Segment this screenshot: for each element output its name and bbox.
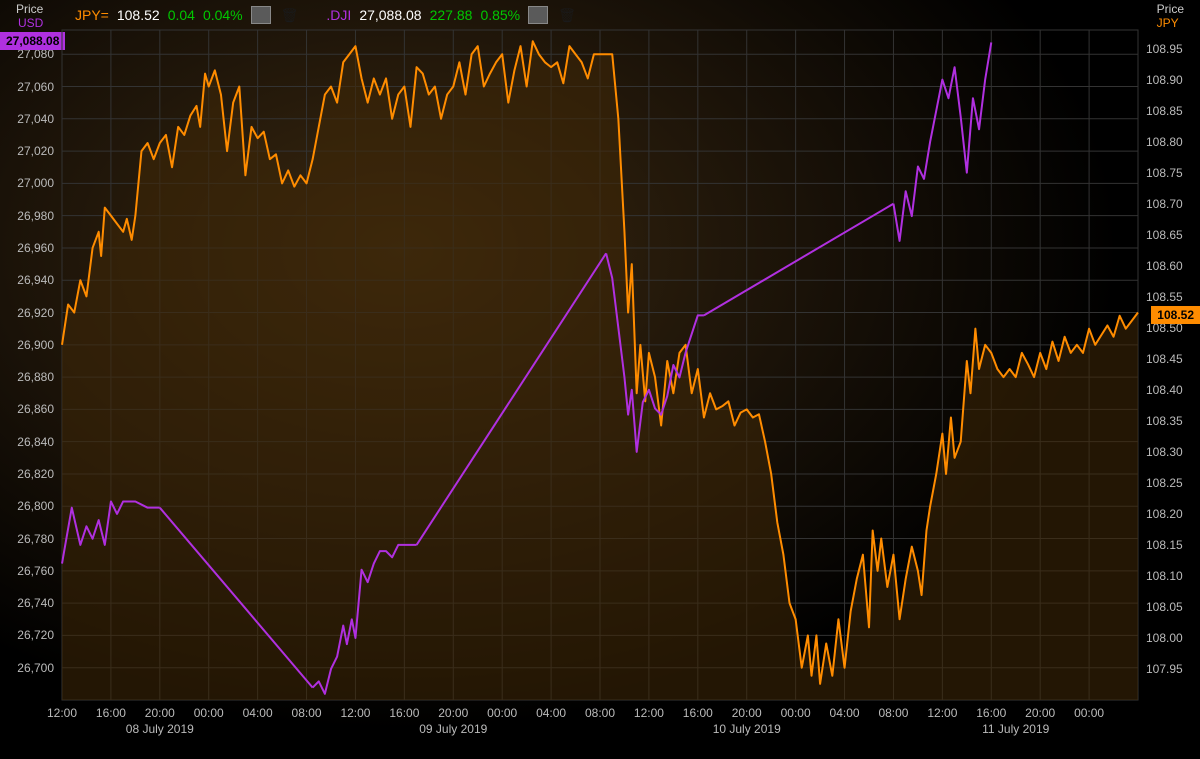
price-chart — [0, 0, 1200, 759]
